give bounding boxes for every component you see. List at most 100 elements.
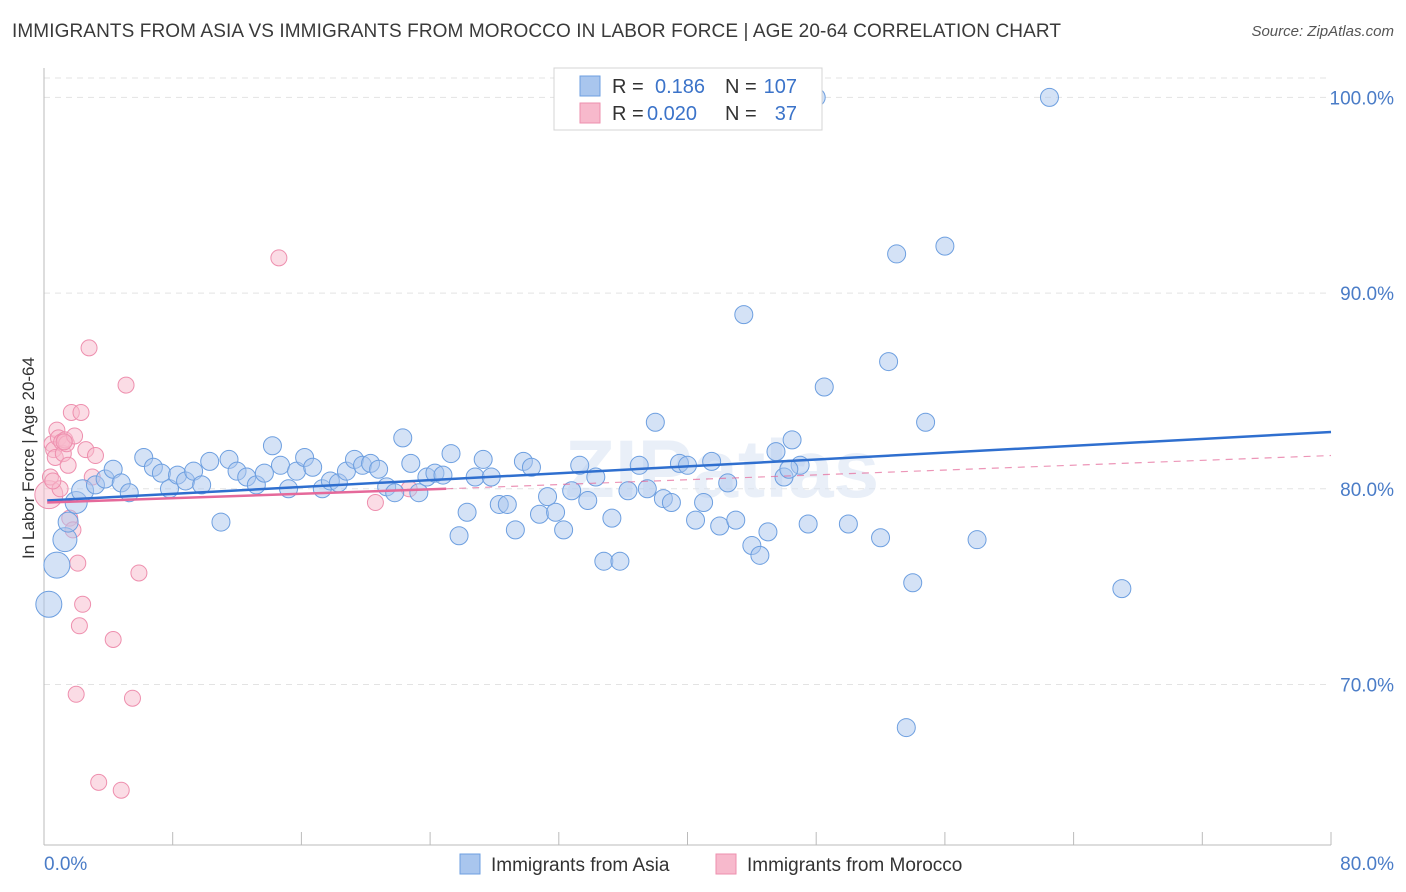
series-legend-swatch-morocco [715,853,737,875]
asia-point [570,455,590,475]
legend-swatch-asia [579,75,601,97]
asia-point [262,436,282,456]
series-legend-label-morocco: Immigrants from Morocco [747,855,962,876]
asia-point [661,492,681,512]
morocco-point [270,249,288,267]
asia-point [497,494,517,514]
asia-point [814,377,834,397]
asia-point [43,551,71,579]
asia-point [211,512,231,532]
series-legend-label-asia: Immigrants from Asia [491,855,670,876]
legend-n-value-asia: 107 [764,76,797,98]
asia-point [734,305,754,325]
legend-swatch-morocco [579,102,601,124]
asia-point [200,451,220,471]
asia-point [457,502,477,522]
y-axis-tick-labels: 70.0% 80.0% 90.0% 100.0% [1330,88,1395,696]
asia-point [1039,87,1059,107]
asia-point [610,551,630,571]
asia-point [409,483,429,503]
morocco-point [80,339,98,357]
morocco-point [86,447,104,465]
morocco-point [67,685,85,703]
asia-point [449,526,469,546]
asia-point [594,551,614,571]
asia-point [879,352,899,372]
chart-title: IMMIGRANTS FROM ASIA VS IMMIGRANTS FROM … [12,21,1062,42]
asia-point [554,520,574,540]
asia-point [473,449,493,469]
asia-point [35,590,63,618]
y-tick-label-80: 80.0% [1340,480,1394,501]
asia-point [433,465,453,485]
asia-point [192,475,212,495]
morocco-point [44,472,62,490]
y-tick-label-100: 100.0% [1330,88,1395,109]
asia-point [1112,579,1132,599]
legend-n-value-morocco: 37 [775,103,797,125]
asia-point [750,545,770,565]
asia-point [916,412,936,432]
asia-point [441,444,461,464]
asia-point [618,481,638,501]
asia-trend-line [47,430,1332,502]
asia-point [562,481,582,501]
correlation-legend: R = 0.186 N = 107 R = 0.020 N = 37 [553,67,823,131]
asia-point [871,528,891,548]
morocco-point [59,456,77,474]
asia-point [151,463,171,483]
asia-point [935,236,955,256]
asia-point [629,455,649,475]
morocco-point [117,376,135,394]
morocco-point [112,781,130,799]
asia-point [369,459,389,479]
morocco-point [123,689,141,707]
asia-point [270,455,290,475]
asia-point [766,442,786,462]
grid-lines [44,77,1331,686]
asia-point [303,457,323,477]
asia-point [546,502,566,522]
asia-point [602,508,622,528]
asia-point [645,412,665,432]
morocco-point [74,595,92,613]
trend-lines [47,430,1332,504]
series-legend: Immigrants from Asia Immigrants from Mor… [459,853,962,876]
asia-point [529,504,549,524]
asia-point [710,516,730,536]
legend-r-label-morocco: R = [612,103,644,125]
asia-point [385,483,405,503]
x-axis-ticks [43,832,1332,845]
source-credit: Source: ZipAtlas.com [1251,23,1394,40]
asia-point [726,510,746,530]
asia-point [694,492,714,512]
morocco-point [55,433,73,451]
morocco-point [104,630,122,648]
legend-n-label-morocco: N = [725,103,757,125]
y-tick-label-90: 90.0% [1340,284,1394,305]
morocco-trend-extension [446,454,1332,490]
morocco-point [70,617,88,635]
asia-point [967,530,987,550]
asia-point [686,510,706,530]
asia-points [35,87,1132,738]
asia-point [578,491,598,511]
x-tick-label-min: 0.0% [44,854,87,875]
x-tick-label-max: 80.0% [1340,854,1394,875]
legend-r-label-asia: R = [612,76,644,98]
asia-point [896,718,916,738]
morocco-points [34,249,418,799]
asia-point [57,511,79,533]
asia-point [903,573,923,593]
asia-point [887,244,907,264]
asia-point [637,479,657,499]
legend-r-value-morocco: 0.020 [647,103,697,125]
morocco-point [130,564,148,582]
asia-point [254,463,274,483]
y-axis-label: In Labor Force | Age 20-64 [19,357,38,559]
morocco-point [72,403,90,421]
asia-point [521,457,541,477]
y-tick-label-70: 70.0% [1340,676,1394,697]
asia-point [718,473,738,493]
